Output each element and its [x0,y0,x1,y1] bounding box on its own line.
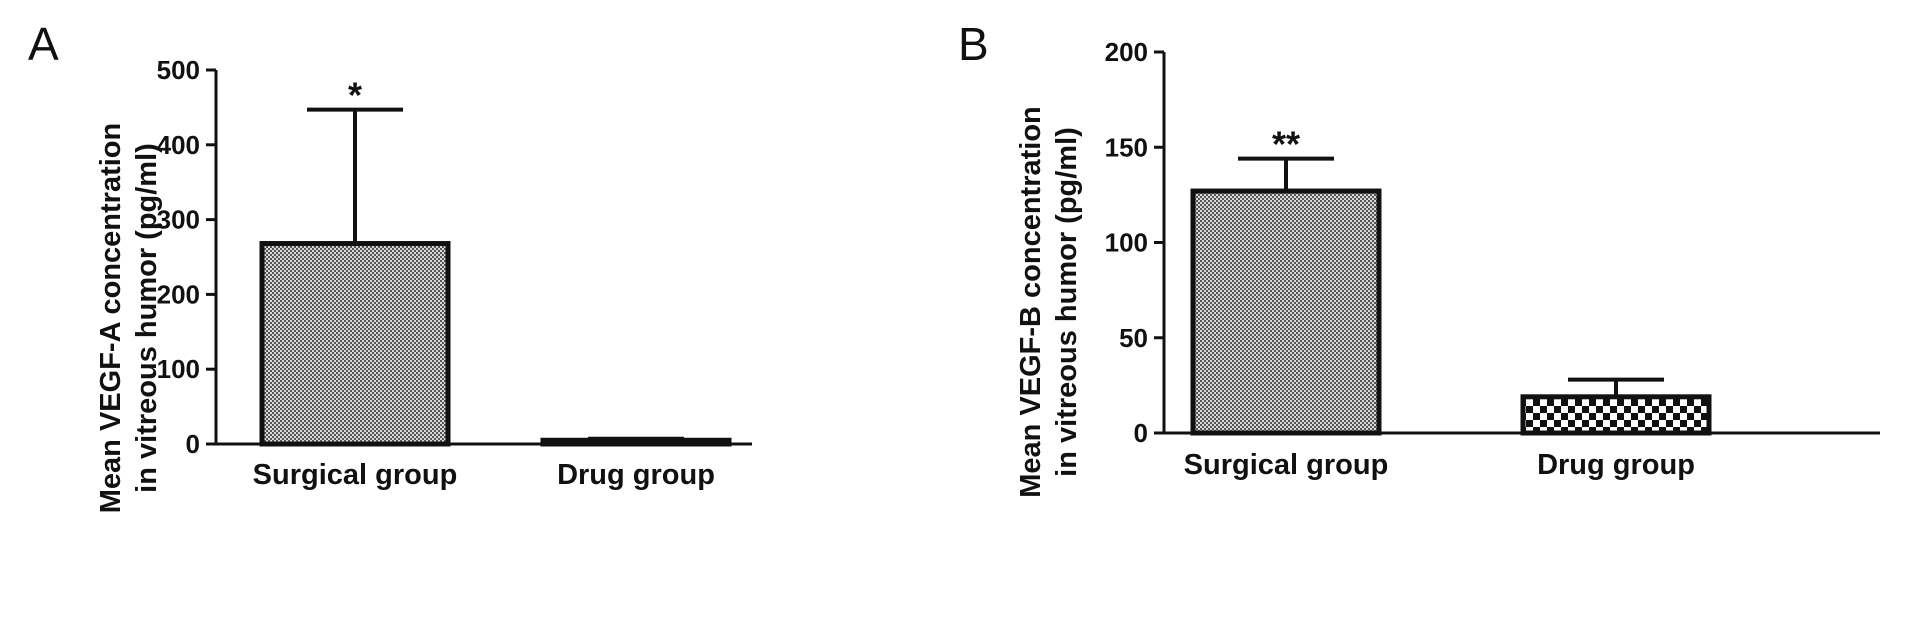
panel-a-y-axis-title-line-2: in vitreous humor (pg/ml) [131,143,163,493]
panel-b-y-tick-label: 50 [1119,323,1148,353]
panel-b-letter: B [958,18,989,70]
panel-b-y-tick-label: 200 [1105,37,1148,67]
panel-b-y-axis-title-line-2: in vitreous humor (pg/ml) [1051,127,1083,477]
panel-b-category-label: Drug group [1537,449,1695,481]
panel-a-bar-drug [540,437,732,447]
panel-b-bar-drug [1520,394,1712,436]
panel-a-y-tick-label: 400 [157,130,200,160]
panel-a-y-tick-label: 300 [157,205,200,235]
panel-b-y-tick-label: 100 [1105,228,1148,258]
panel-a-chart: A Mean VEGF-A concentration in vitreous … [28,18,752,513]
panel-a-significance-marker: * [348,75,362,116]
panel-a-category-label: Drug group [557,459,715,491]
panel-a-y-axis-title-line-1: Mean VEGF-A concentration [95,123,127,513]
panel-a-bar-surgical [259,241,451,447]
panel-a-y-tick-label: 100 [157,354,200,384]
panel-a-category-label: Surgical group [253,459,458,491]
panel-b-y-axis-title-line-1: Mean VEGF-B concentration [1015,106,1047,498]
panel-a-y-tick-label: 500 [157,55,200,85]
panel-b-y-tick-label: 150 [1105,132,1148,162]
panel-a-y-tick-label: 0 [186,429,200,459]
panel-b-bar-surgical [1190,188,1382,436]
panel-a-y-tick-label: 200 [157,279,200,309]
panel-b-y-tick-label: 0 [1134,418,1148,448]
panel-b-chart: B Mean VEGF-B concentration in vitreous … [958,18,1880,498]
panel-b-significance-marker: ** [1272,124,1300,165]
panel-b-category-label: Surgical group [1184,449,1389,481]
panel-a-letter: A [28,18,59,70]
